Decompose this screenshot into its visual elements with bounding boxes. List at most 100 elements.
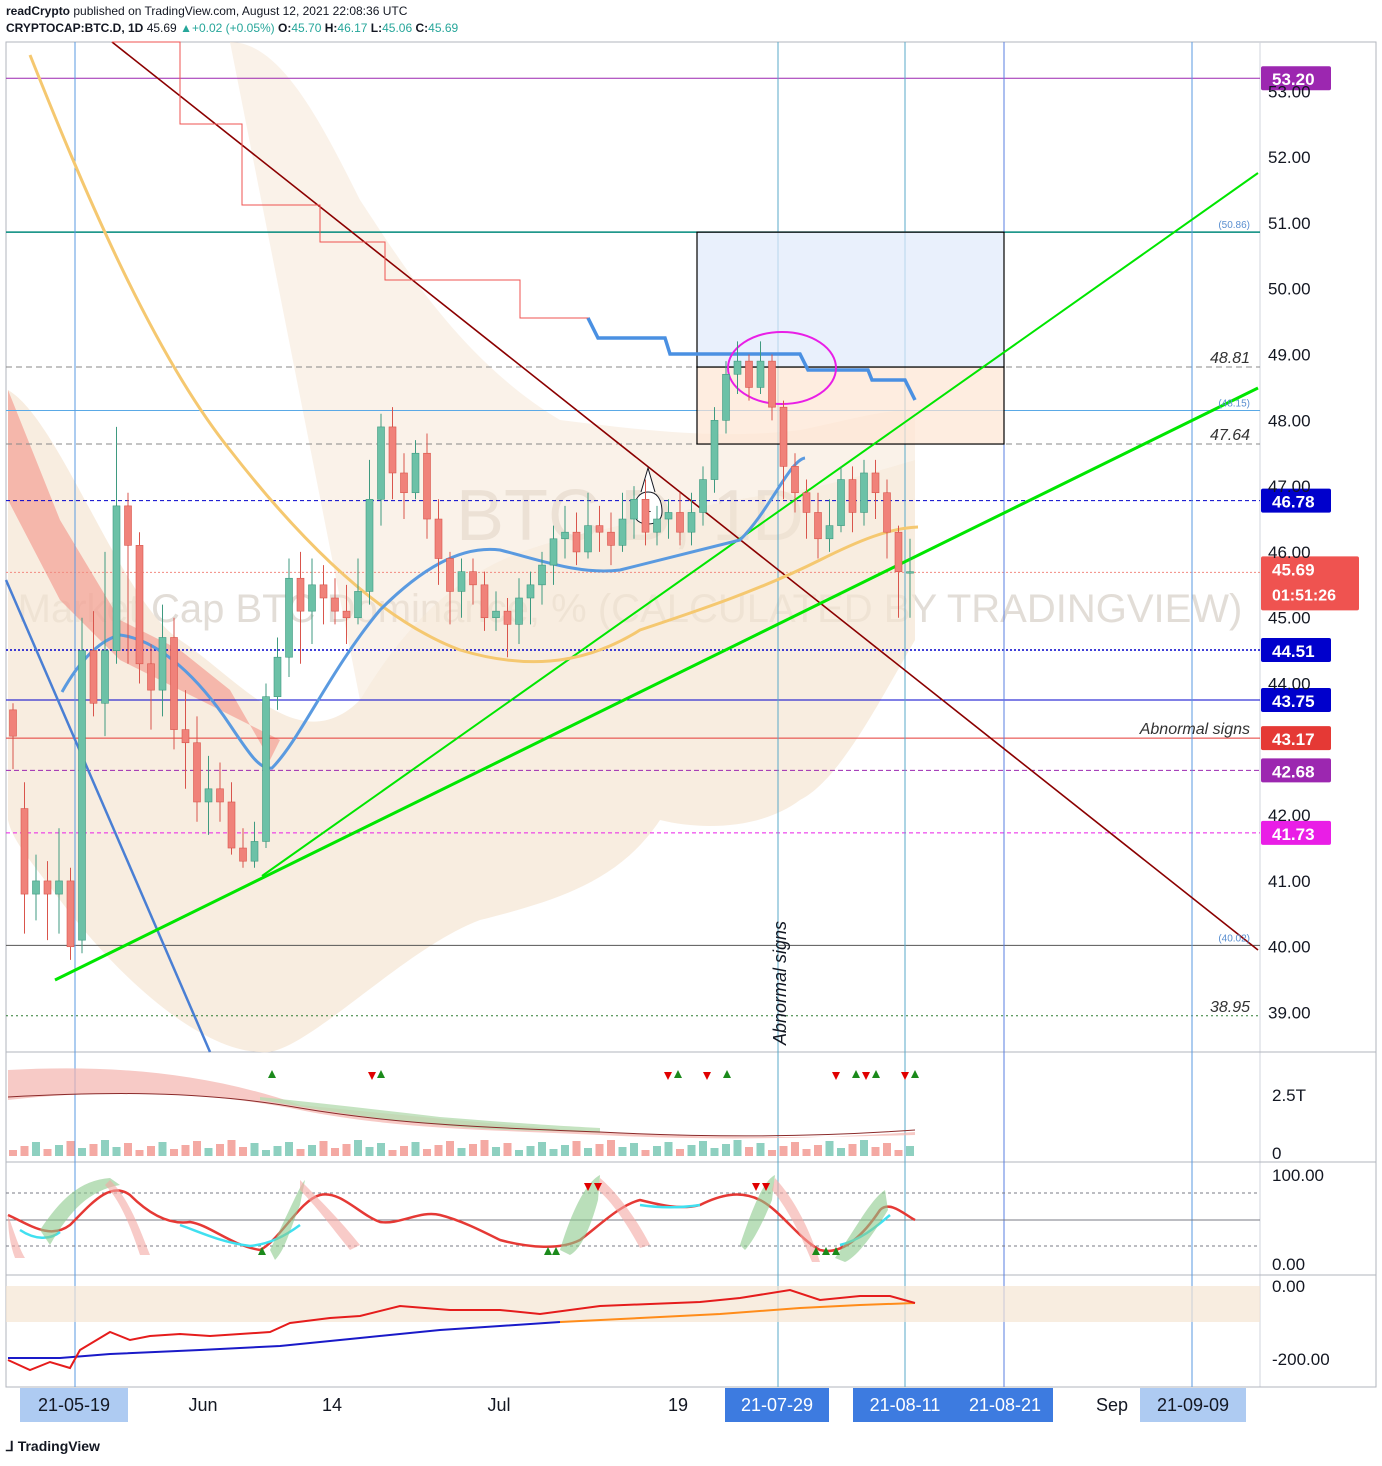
oscillator-lines: [7, 1175, 916, 1262]
oscillator-line-cyan-3: [639, 1203, 701, 1209]
volume-ma-line: [7, 1093, 916, 1137]
oscillator-signal-down-icon: [762, 1183, 770, 1191]
x-tick-label: Jul: [487, 1395, 510, 1415]
zone-lower-box: [696, 366, 1005, 445]
candle-body-77: [894, 531, 903, 572]
volume-bar-52: [607, 1140, 615, 1156]
downtrend-line-blue: [4, 579, 212, 1053]
tradingview-logo[interactable]: ⅃ TradingView: [6, 1438, 100, 1455]
y-tick-label: 39.00: [1268, 1004, 1311, 1023]
volume-bar-56: [653, 1146, 661, 1156]
volume-bar-55: [641, 1150, 650, 1156]
downtrend-line-darkred: [111, 41, 1259, 951]
x-highlight-bg: [725, 1388, 829, 1422]
y-tick-label: 45.00: [1268, 609, 1311, 628]
oscillator-signal-up-icon: [822, 1247, 830, 1255]
price-tag-label: 46.78: [1272, 493, 1315, 512]
volume-bar-60: [699, 1141, 707, 1156]
candle-body-22: [262, 696, 270, 842]
volume-bar-45: [526, 1146, 535, 1156]
candle-body-61: [710, 420, 719, 480]
candle-body-17: [204, 788, 213, 803]
candle-body-73: [848, 479, 857, 513]
x-highlight-bg: [20, 1388, 128, 1422]
y-tick-label: 42.00: [1268, 806, 1311, 825]
volume-bar-43: [503, 1143, 512, 1156]
candle-body-0: [9, 709, 17, 737]
x-axis: Jun 14 Jul 19 Sep 21-05-19 21-07-29 21-08-11 21-…: [20, 1388, 1246, 1422]
volume-bar-25: [296, 1149, 305, 1156]
volume-bar-3: [43, 1149, 52, 1156]
volume-bar-6: [78, 1148, 86, 1156]
signal-down-icon: [901, 1072, 909, 1080]
volume-bar-15: [181, 1145, 190, 1156]
signal-up-icon: [723, 1070, 731, 1078]
candle-body-2: [32, 880, 40, 895]
volume-bar-32: [377, 1143, 385, 1156]
y-tick-label: 52.00: [1268, 148, 1311, 167]
candle-body-48: [561, 531, 569, 540]
candle-body-44: [515, 597, 523, 625]
vertical-abnormal-signs-label: Abnormal signs: [770, 921, 790, 1046]
volume-bar-47: [549, 1149, 558, 1156]
candle-body-41: [480, 584, 489, 619]
trend-line-blue: [8, 1321, 561, 1359]
y-tick-label: 46.00: [1268, 543, 1311, 562]
symbol-legend: CRYPTOCAP:BTC.D, 1D 45.69 ▲+0.02 (+0.05%…: [6, 21, 458, 35]
x-highlight-label: 21-05-19: [38, 1395, 110, 1415]
x-tick-label: Jun: [188, 1395, 217, 1415]
candle-body-66: [768, 360, 776, 408]
volume-bar-58: [676, 1149, 684, 1156]
candle-body-47: [549, 538, 558, 566]
candle-body-1: [20, 808, 29, 895]
level-label: (50.86): [1218, 220, 1250, 231]
volume-bar-49: [572, 1141, 581, 1156]
volume-bar-5: [66, 1141, 75, 1156]
y-tick-label: 48.00: [1268, 411, 1311, 430]
candle-body-46: [538, 564, 546, 586]
signal-down-icon: [862, 1072, 870, 1080]
volume-bar-11: [135, 1150, 144, 1156]
volume-bar-17: [204, 1148, 213, 1156]
candle-body-39: [457, 571, 466, 592]
candle-body-23: [273, 656, 282, 697]
price-change: +0.02 (+0.05%): [191, 21, 275, 35]
candle-body-31: [365, 498, 374, 592]
candle-body-70: [814, 512, 822, 540]
price-tag-bg: [1261, 726, 1331, 751]
candle-body-30: [354, 591, 362, 619]
price-tag-bg: [1261, 66, 1331, 91]
volume-bar-27: [319, 1141, 328, 1156]
signal-down-icon: [703, 1072, 711, 1080]
candle-body-26: [308, 584, 316, 612]
volume-bar-10: [124, 1143, 132, 1156]
volume-bar-22: [262, 1150, 270, 1156]
candle-body-8: [101, 650, 109, 704]
oscillator-signal-up-icon: [812, 1247, 820, 1255]
volume-bar-24: [285, 1142, 293, 1156]
volume-bar-64: [745, 1147, 753, 1156]
trend-axis-label-top: 0.00: [1272, 1277, 1305, 1296]
candle-body-45: [526, 584, 535, 599]
x-highlight-label: 21-07-29: [741, 1395, 813, 1415]
volume-bar-70: [814, 1145, 822, 1156]
candle-body-53: [618, 518, 627, 546]
volume-bar-7: [89, 1144, 98, 1156]
candle-body-63: [733, 360, 742, 375]
x-highlight-bg: [1140, 1388, 1246, 1422]
symbol-name[interactable]: CRYPTOCAP:BTC.D, 1D: [6, 21, 144, 35]
y-tick-label: 51.00: [1268, 214, 1311, 233]
candle-body-50: [584, 525, 592, 553]
trend-lines: 1Abnormal signs: [4, 41, 1260, 1387]
volume-bar-20: [239, 1147, 247, 1156]
candle-body-33: [388, 426, 397, 474]
volume-bar-19: [227, 1140, 236, 1156]
candle-body-52: [607, 531, 615, 546]
volume-bar-69: [802, 1149, 811, 1156]
candle-body-51: [595, 525, 604, 533]
oscillator-axis-label-bottom: 0.00: [1272, 1255, 1305, 1274]
price-tag-label: 45.69: [1272, 560, 1315, 579]
candle-body-65: [756, 360, 765, 388]
volume-bar-66: [768, 1150, 776, 1156]
